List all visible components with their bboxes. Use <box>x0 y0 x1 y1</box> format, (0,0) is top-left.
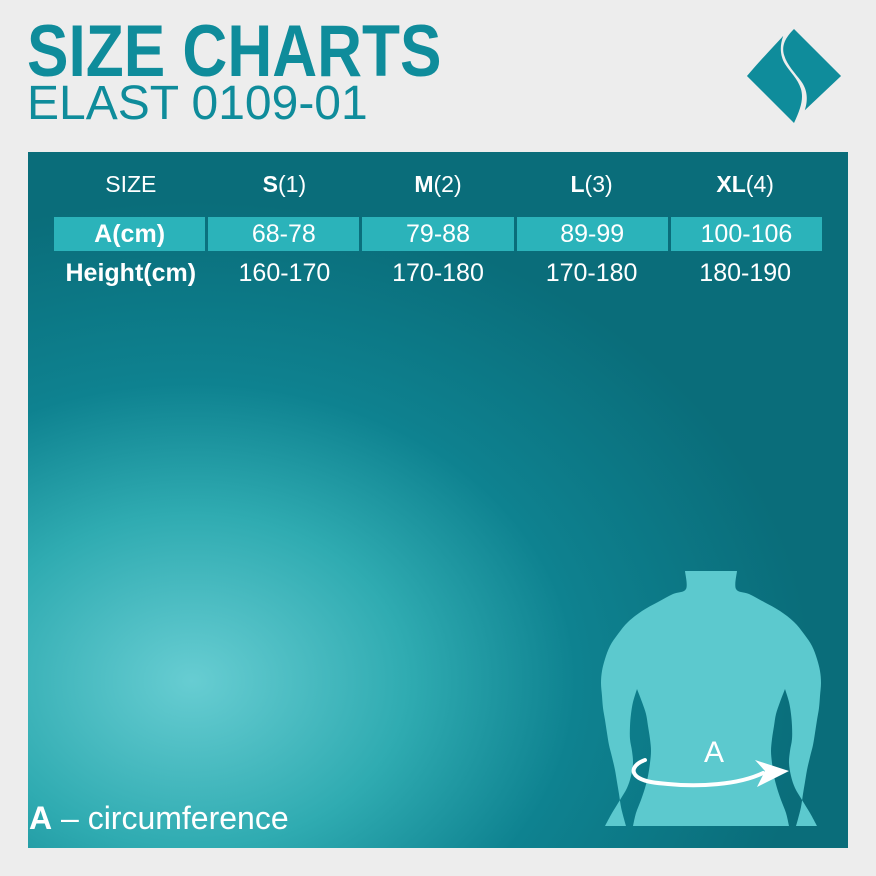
svg-text:A: A <box>704 736 724 769</box>
